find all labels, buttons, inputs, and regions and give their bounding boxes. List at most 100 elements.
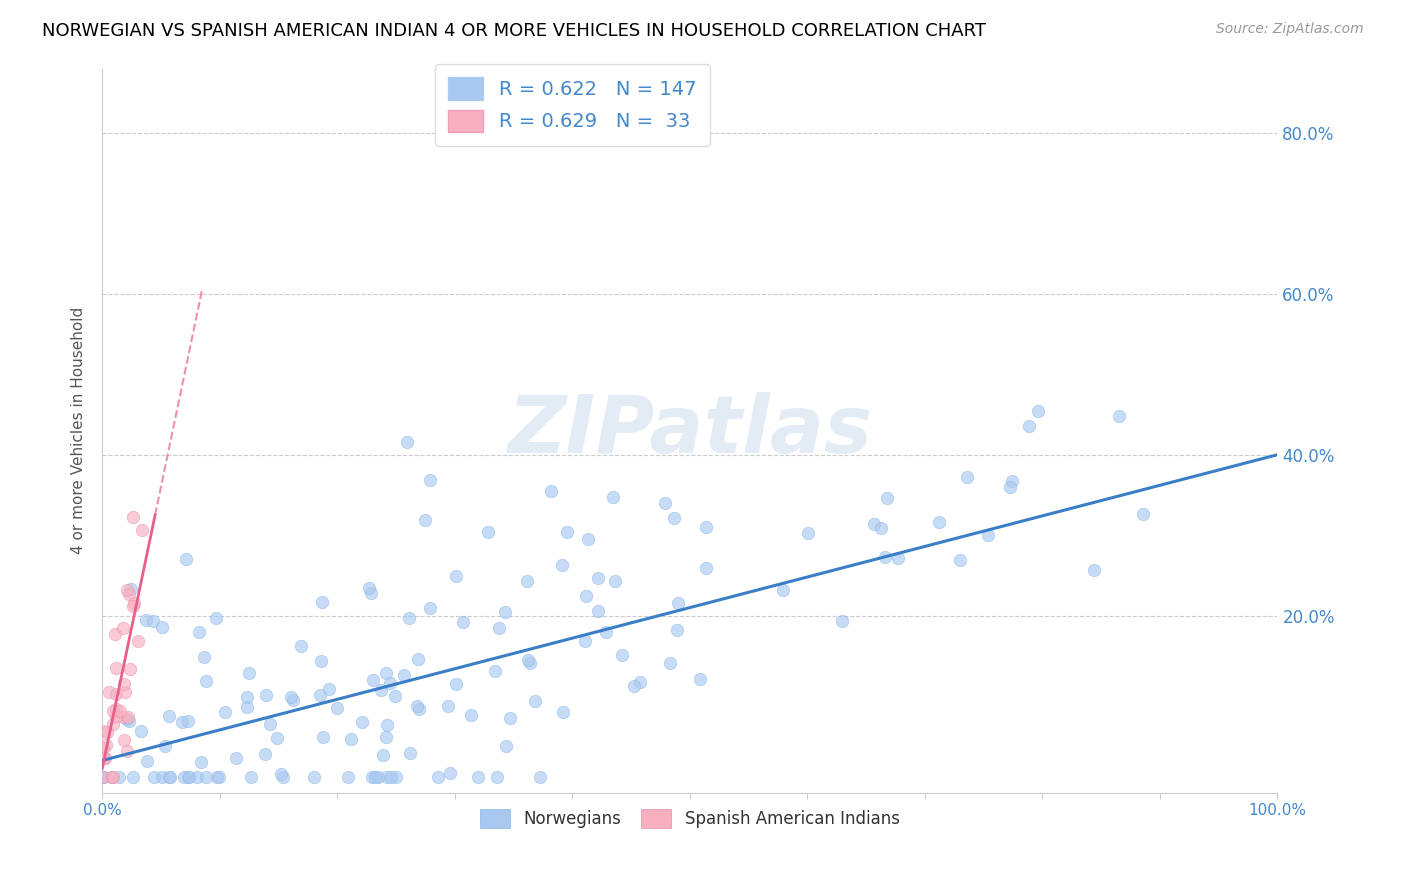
Point	[104, 701, 127, 715]
Point	[115, 744, 138, 758]
Point	[93, 750, 115, 764]
Point	[494, 606, 516, 620]
Point	[576, 532, 599, 546]
Text: ZIPatlas: ZIPatlas	[508, 392, 872, 469]
Point	[1000, 474, 1022, 488]
Point	[408, 702, 430, 716]
Point	[484, 664, 506, 678]
Point	[207, 770, 229, 784]
Point	[143, 770, 166, 784]
Point	[108, 704, 131, 718]
Point	[236, 690, 259, 704]
Point	[214, 706, 236, 720]
Point	[157, 708, 180, 723]
Point	[875, 550, 897, 565]
Point	[302, 770, 325, 784]
Point	[112, 709, 135, 723]
Point	[658, 656, 681, 670]
Point	[603, 574, 626, 588]
Point	[602, 490, 624, 504]
Point	[360, 770, 382, 784]
Point	[586, 604, 609, 618]
Point	[359, 581, 381, 595]
Point	[623, 679, 645, 693]
Point	[104, 661, 127, 675]
Point	[225, 750, 247, 764]
Point	[290, 639, 312, 653]
Point	[1018, 419, 1040, 434]
Point	[122, 596, 145, 610]
Point	[254, 747, 277, 761]
Point	[575, 589, 598, 603]
Point	[654, 496, 676, 510]
Point	[273, 770, 295, 784]
Point	[93, 741, 115, 756]
Point	[312, 730, 335, 744]
Point	[519, 657, 541, 671]
Point	[118, 587, 141, 601]
Point	[114, 685, 136, 699]
Point	[205, 611, 228, 625]
Point	[444, 569, 467, 583]
Point	[318, 681, 340, 696]
Point	[153, 739, 176, 753]
Point	[193, 650, 215, 665]
Point	[118, 662, 141, 676]
Point	[439, 765, 461, 780]
Point	[516, 574, 538, 588]
Point	[115, 712, 138, 726]
Point	[127, 634, 149, 648]
Point	[104, 627, 127, 641]
Point	[194, 770, 217, 784]
Point	[121, 509, 143, 524]
Point	[772, 582, 794, 597]
Point	[553, 705, 575, 719]
Point	[956, 470, 979, 484]
Point	[419, 473, 441, 487]
Point	[259, 717, 281, 731]
Point	[129, 723, 152, 738]
Point	[177, 714, 200, 729]
Point	[108, 770, 131, 784]
Point	[101, 770, 124, 784]
Point	[112, 677, 135, 691]
Point	[150, 620, 173, 634]
Point	[595, 624, 617, 639]
Point	[177, 770, 200, 784]
Point	[93, 724, 115, 739]
Point	[628, 674, 651, 689]
Point	[695, 561, 717, 575]
Point	[612, 648, 634, 663]
Point	[94, 750, 117, 764]
Point	[998, 480, 1021, 494]
Point	[112, 733, 135, 747]
Point	[540, 483, 562, 498]
Point	[186, 770, 208, 784]
Point	[831, 614, 853, 628]
Point	[378, 676, 401, 690]
Point	[451, 615, 474, 629]
Point	[360, 586, 382, 600]
Text: NORWEGIAN VS SPANISH AMERICAN INDIAN 4 OR MORE VEHICLES IN HOUSEHOLD CORRELATION: NORWEGIAN VS SPANISH AMERICAN INDIAN 4 O…	[42, 22, 986, 40]
Point	[308, 688, 330, 702]
Point	[870, 521, 893, 535]
Point	[499, 711, 522, 725]
Point	[159, 770, 181, 784]
Point	[371, 747, 394, 762]
Point	[309, 654, 332, 668]
Point	[460, 708, 482, 723]
Point	[100, 770, 122, 784]
Point	[1132, 507, 1154, 521]
Point	[340, 732, 363, 747]
Point	[94, 738, 117, 752]
Point	[689, 672, 711, 686]
Point	[574, 633, 596, 648]
Point	[96, 725, 118, 739]
Point	[488, 621, 510, 635]
Point	[395, 434, 418, 449]
Point	[385, 770, 408, 784]
Point	[101, 705, 124, 719]
Point	[131, 523, 153, 537]
Point	[586, 571, 609, 585]
Point	[517, 653, 540, 667]
